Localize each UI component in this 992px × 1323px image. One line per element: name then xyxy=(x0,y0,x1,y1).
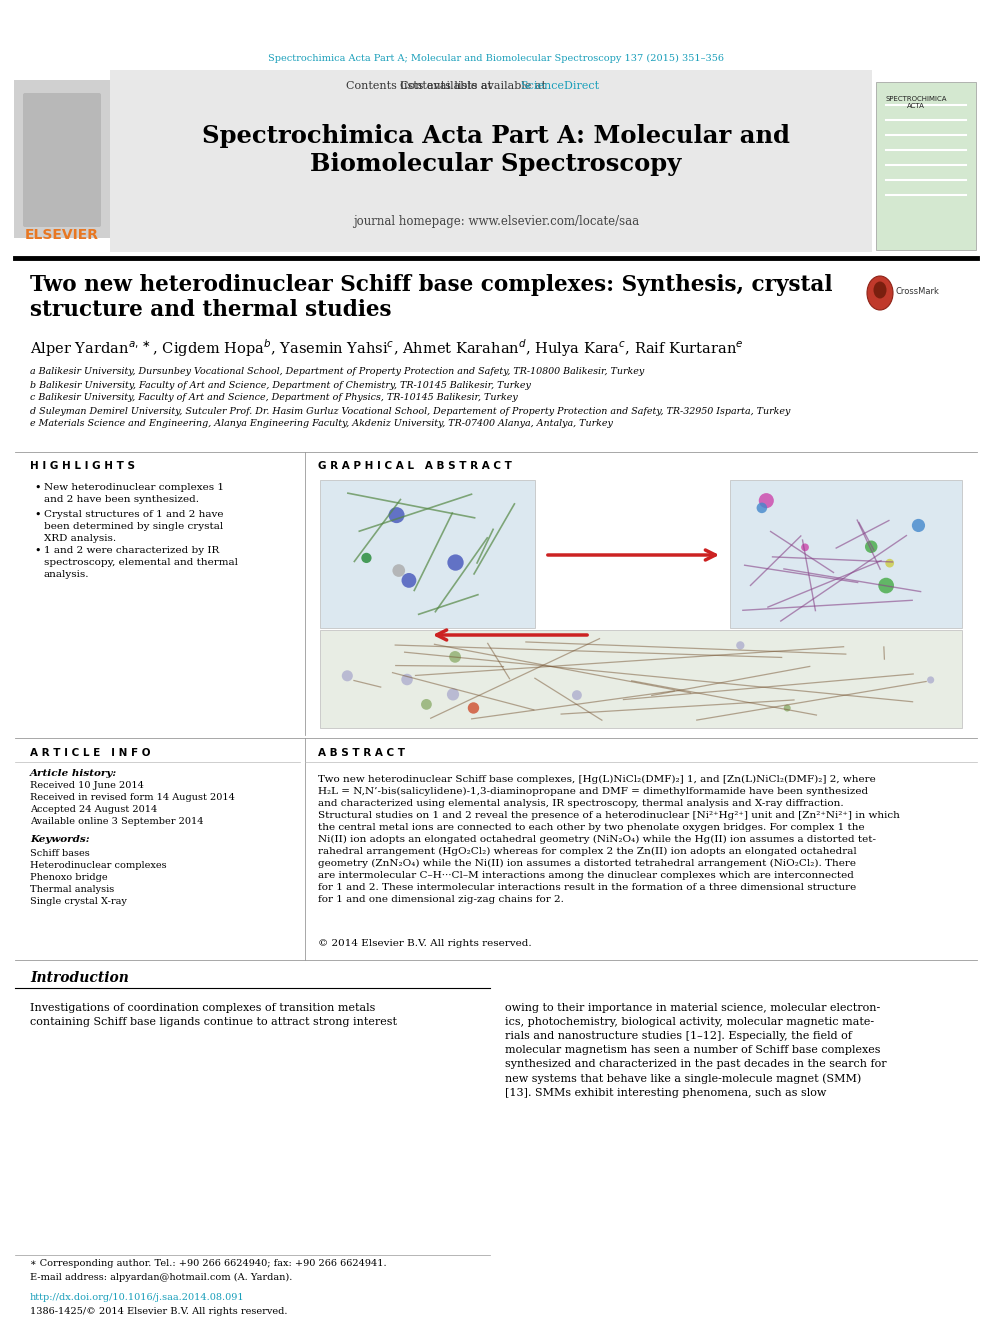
Text: SPECTROCHIMICA
ACTA: SPECTROCHIMICA ACTA xyxy=(885,97,946,110)
Text: Contents lists available at: Contents lists available at xyxy=(400,81,550,91)
Circle shape xyxy=(447,554,463,570)
Text: •: • xyxy=(34,546,41,556)
Text: Phenoxo bridge: Phenoxo bridge xyxy=(30,872,107,881)
Text: owing to their importance in material science, molecular electron-
ics, photoche: owing to their importance in material sc… xyxy=(505,1003,887,1098)
Text: Keywords:: Keywords: xyxy=(30,836,89,844)
Text: Accepted 24 August 2014: Accepted 24 August 2014 xyxy=(30,804,158,814)
Text: a Balikesir University, Dursunbey Vocational School, Department of Property Prot: a Balikesir University, Dursunbey Vocati… xyxy=(30,368,644,377)
Text: ∗ Corresponding author. Tel.: +90 266 6624940; fax: +90 266 6624941.: ∗ Corresponding author. Tel.: +90 266 66… xyxy=(30,1259,387,1269)
Text: •: • xyxy=(34,483,41,493)
Text: New heterodinuclear complexes 1
and 2 have been synthesized.: New heterodinuclear complexes 1 and 2 ha… xyxy=(44,483,224,504)
Text: E-mail address: alpyardan@hotmail.com (A. Yardan).: E-mail address: alpyardan@hotmail.com (A… xyxy=(30,1273,293,1282)
Bar xyxy=(730,480,962,628)
Text: Introduction: Introduction xyxy=(30,971,129,986)
Circle shape xyxy=(759,493,774,508)
Bar xyxy=(320,630,962,728)
Circle shape xyxy=(912,519,926,532)
Text: Single crystal X-ray: Single crystal X-ray xyxy=(30,897,127,905)
Circle shape xyxy=(468,703,479,713)
Text: Two new heterodinuclear Schiff base complexes, [Hg(L)NiCl₂(DMF)₂] 1, and [Zn(L)N: Two new heterodinuclear Schiff base comp… xyxy=(318,775,900,904)
Text: e Materials Science and Engineering, Alanya Engineering Faculty, Akdeniz Univers: e Materials Science and Engineering, Ala… xyxy=(30,419,613,429)
Circle shape xyxy=(421,699,432,709)
Text: H I G H L I G H T S: H I G H L I G H T S xyxy=(30,460,135,471)
Text: G R A P H I C A L   A B S T R A C T: G R A P H I C A L A B S T R A C T xyxy=(318,460,512,471)
Circle shape xyxy=(757,503,767,513)
Circle shape xyxy=(878,578,894,594)
Text: A R T I C L E   I N F O: A R T I C L E I N F O xyxy=(30,747,151,758)
Circle shape xyxy=(885,558,894,568)
Text: d Suleyman Demirel University, Sutculer Prof. Dr. Hasim Gurluz Vocational School: d Suleyman Demirel University, Sutculer … xyxy=(30,406,791,415)
Text: structure and thermal studies: structure and thermal studies xyxy=(30,299,392,321)
Circle shape xyxy=(572,691,582,700)
Text: ELSEVIER: ELSEVIER xyxy=(25,228,99,242)
Bar xyxy=(320,480,535,628)
Text: Schiff bases: Schiff bases xyxy=(30,848,89,857)
FancyBboxPatch shape xyxy=(23,93,101,228)
Circle shape xyxy=(402,573,417,587)
Circle shape xyxy=(361,553,372,564)
Circle shape xyxy=(393,564,405,577)
Circle shape xyxy=(784,705,791,712)
Circle shape xyxy=(802,544,808,552)
Circle shape xyxy=(402,673,413,685)
Ellipse shape xyxy=(867,277,893,310)
Text: Crystal structures of 1 and 2 have
been determined by single crystal
XRD analysi: Crystal structures of 1 and 2 have been … xyxy=(44,509,223,544)
Bar xyxy=(14,79,110,238)
Text: CrossMark: CrossMark xyxy=(895,287,938,295)
Text: Contents lists available at: Contents lists available at xyxy=(346,81,496,91)
Circle shape xyxy=(736,642,744,650)
Text: Spectrochimica Acta Part A; Molecular and Biomolecular Spectroscopy 137 (2015) 3: Spectrochimica Acta Part A; Molecular an… xyxy=(268,53,724,62)
Circle shape xyxy=(389,507,405,523)
Text: 1386-1425/© 2014 Elsevier B.V. All rights reserved.: 1386-1425/© 2014 Elsevier B.V. All right… xyxy=(30,1307,288,1315)
Circle shape xyxy=(449,651,461,663)
Text: Heterodinuclear complexes: Heterodinuclear complexes xyxy=(30,860,167,869)
Text: 1 and 2 were characterized by IR
spectroscopy, elemental and thermal
analysis.: 1 and 2 were characterized by IR spectro… xyxy=(44,546,238,579)
Text: http://dx.doi.org/10.1016/j.saa.2014.08.091: http://dx.doi.org/10.1016/j.saa.2014.08.… xyxy=(30,1294,245,1303)
Text: Article history:: Article history: xyxy=(30,769,117,778)
Text: Received 10 June 2014: Received 10 June 2014 xyxy=(30,781,144,790)
Circle shape xyxy=(865,541,878,553)
Text: Received in revised form 14 August 2014: Received in revised form 14 August 2014 xyxy=(30,792,235,802)
Ellipse shape xyxy=(874,282,887,299)
Text: b Balikesir University, Faculty of Art and Science, Department of Chemistry, TR-: b Balikesir University, Faculty of Art a… xyxy=(30,381,531,389)
Circle shape xyxy=(928,676,934,684)
Text: Spectrochimica Acta Part A: Molecular and
Biomolecular Spectroscopy: Spectrochimica Acta Part A: Molecular an… xyxy=(202,123,790,176)
Text: c Balikesir University, Faculty of Art and Science, Department of Physics, TR-10: c Balikesir University, Faculty of Art a… xyxy=(30,393,518,402)
Circle shape xyxy=(446,688,459,700)
Bar xyxy=(110,70,872,251)
Text: A B S T R A C T: A B S T R A C T xyxy=(318,747,405,758)
Text: Investigations of coordination complexes of transition metals
containing Schiff : Investigations of coordination complexes… xyxy=(30,1003,397,1027)
Text: journal homepage: www.elsevier.com/locate/saa: journal homepage: www.elsevier.com/locat… xyxy=(353,216,639,229)
Text: Alper Yardan$^{a,\ast}$, Cigdem Hopa$^{b}$, Yasemin Yahsi$^{c}$, Ahmet Karahan$^: Alper Yardan$^{a,\ast}$, Cigdem Hopa$^{b… xyxy=(30,337,744,359)
Text: © 2014 Elsevier B.V. All rights reserved.: © 2014 Elsevier B.V. All rights reserved… xyxy=(318,939,532,949)
Text: ScienceDirect: ScienceDirect xyxy=(521,81,599,91)
Text: Available online 3 September 2014: Available online 3 September 2014 xyxy=(30,816,203,826)
Text: Two new heterodinuclear Schiff base complexes: Synthesis, crystal: Two new heterodinuclear Schiff base comp… xyxy=(30,274,832,296)
Circle shape xyxy=(342,671,353,681)
Bar xyxy=(876,82,976,250)
Text: Thermal analysis: Thermal analysis xyxy=(30,885,114,893)
Text: •: • xyxy=(34,509,41,520)
